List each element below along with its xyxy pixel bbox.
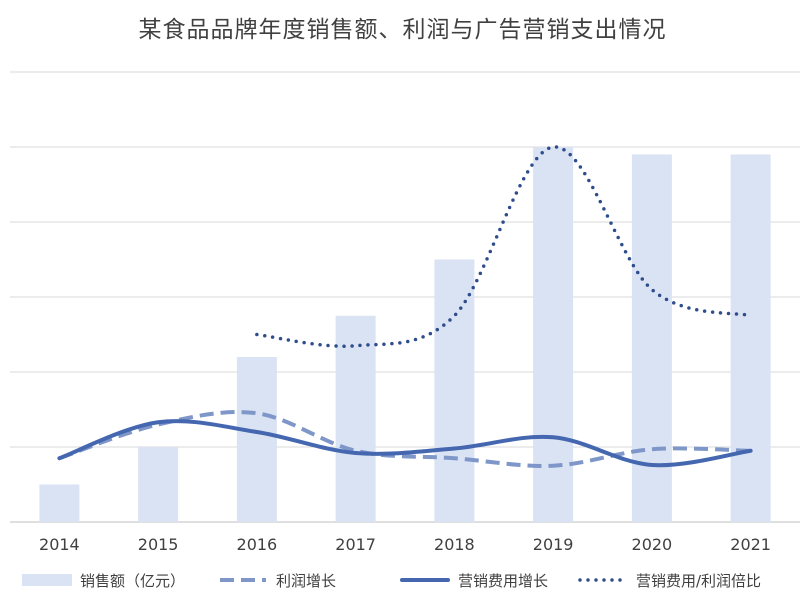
line-series-3	[255, 145, 753, 348]
x-tick-label: 2017	[335, 535, 376, 554]
x-tick-label: 2016	[237, 535, 278, 554]
legend-item: 利润增长	[218, 566, 336, 594]
x-tick-label: 2020	[632, 535, 673, 554]
x-tick-label: 2019	[533, 535, 574, 554]
bar-2015	[138, 447, 179, 522]
legend-swatch	[578, 578, 628, 582]
x-tick-label: 2015	[138, 535, 179, 554]
legend-label: 营销费用/利润倍比	[636, 571, 762, 590]
legend-item: 营销费用/利润倍比	[578, 566, 761, 594]
legend: 销售额（亿元） 利润增长 营销费用增长 营销费用/利润倍比	[0, 566, 805, 594]
bar-2018	[434, 259, 475, 522]
bar-2019	[533, 147, 574, 522]
x-axis-ticks: 2014 2015 2016 2017 2018 2019 2020 2021	[39, 535, 771, 554]
legend-label: 营销费用增长	[458, 571, 549, 590]
bar-2016	[236, 357, 277, 522]
line-series	[57, 145, 753, 468]
x-tick-label: 2014	[39, 535, 80, 554]
bar-2017	[335, 315, 376, 522]
legend-item: 销售额（亿元）	[22, 566, 185, 594]
bar-series	[39, 147, 771, 522]
legend-label: 利润增长	[276, 571, 337, 590]
bar-2014	[39, 484, 80, 522]
legend-swatch	[400, 578, 450, 582]
bar-2020	[631, 154, 672, 522]
x-tick-label: 2018	[434, 535, 475, 554]
chart-title: 某食品品牌年度销售额、利润与广告营销支出情况	[138, 17, 667, 43]
line-series-2	[57, 419, 753, 468]
legend-swatch	[22, 574, 72, 586]
legend-swatch	[220, 578, 266, 582]
x-tick-label: 2021	[730, 535, 771, 554]
legend-label: 销售额（亿元）	[80, 571, 186, 590]
bar-2021	[730, 154, 771, 522]
legend-item: 营销费用增长	[400, 566, 548, 594]
